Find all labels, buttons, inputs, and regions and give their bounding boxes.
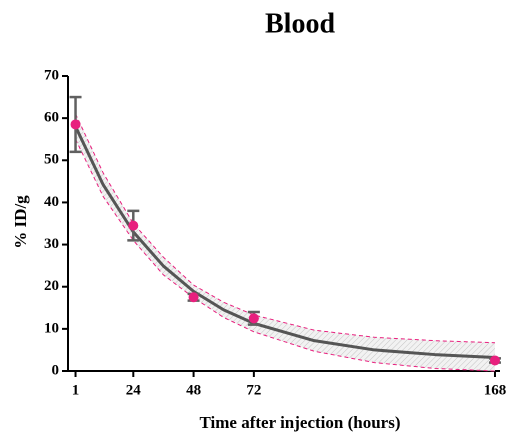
y-tick-label: 70 <box>44 67 59 83</box>
data-point <box>489 355 500 366</box>
band-upper <box>75 113 495 344</box>
y-tick-label: 60 <box>44 110 59 126</box>
x-tick-label: 24 <box>126 382 142 398</box>
x-tick-label: 1 <box>72 382 80 398</box>
x-tick-label: 48 <box>186 382 201 398</box>
data-point <box>128 220 139 231</box>
x-axis-label: Time after injection (hours) <box>200 413 401 432</box>
x-tick-label: 168 <box>484 382 507 398</box>
chart-title: Blood <box>265 8 335 39</box>
y-axis-label: % ID/g <box>11 195 30 249</box>
band-lower <box>75 138 495 372</box>
data-point <box>248 313 259 324</box>
y-tick-label: 10 <box>44 320 59 336</box>
fit-curve <box>74 125 496 360</box>
x-tick-label: 72 <box>246 382 261 398</box>
data-point <box>70 119 81 130</box>
data-point <box>188 292 199 303</box>
y-tick-label: 50 <box>44 152 59 168</box>
y-tick-label: 40 <box>44 194 59 210</box>
y-tick-label: 30 <box>44 236 59 252</box>
y-tick-label: 0 <box>52 362 60 378</box>
y-tick-label: 20 <box>44 278 59 294</box>
confidence-band <box>75 113 495 371</box>
